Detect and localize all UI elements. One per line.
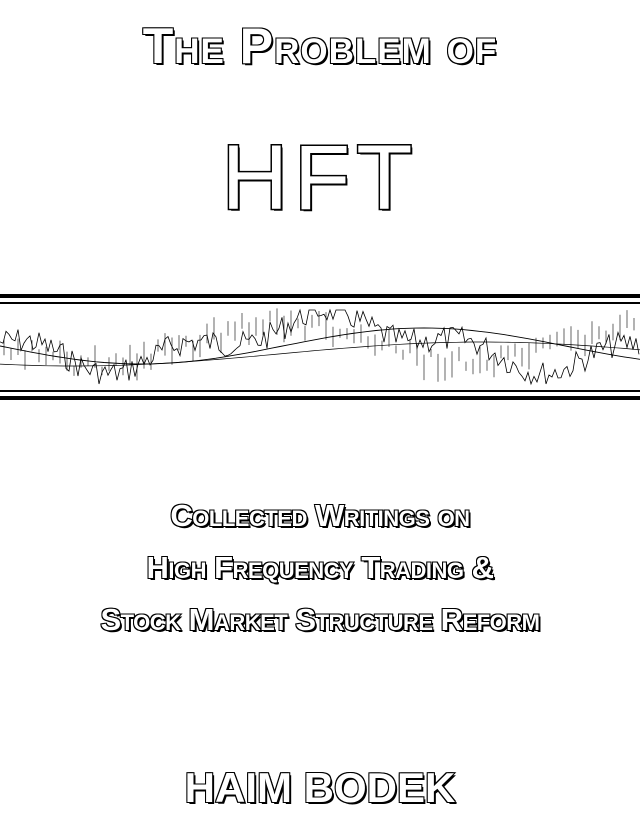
- cover-title-main: HFT: [220, 127, 419, 230]
- average-line: [0, 341, 640, 367]
- band-rule-bottom-thick: [0, 396, 640, 400]
- cover-subtitle-line-3: Stock Market Structure Reform: [99, 601, 541, 638]
- price-line: [0, 308, 640, 386]
- cover-title-line: The Problem of: [142, 17, 498, 75]
- cover-author: HAIM BODEK: [184, 763, 457, 812]
- band-rule-bottom-thin: [0, 390, 640, 392]
- stock-chart-band: [0, 294, 640, 402]
- band-rule-top-thin: [0, 302, 640, 304]
- cover-subtitle-line-2: High Frequency Trading &: [145, 549, 495, 586]
- cover-subtitle-line-1: Collected Writings on: [169, 497, 471, 534]
- stock-chart-illustration: [0, 308, 640, 386]
- band-rule-top-thick: [0, 294, 640, 298]
- average-line: [0, 327, 640, 365]
